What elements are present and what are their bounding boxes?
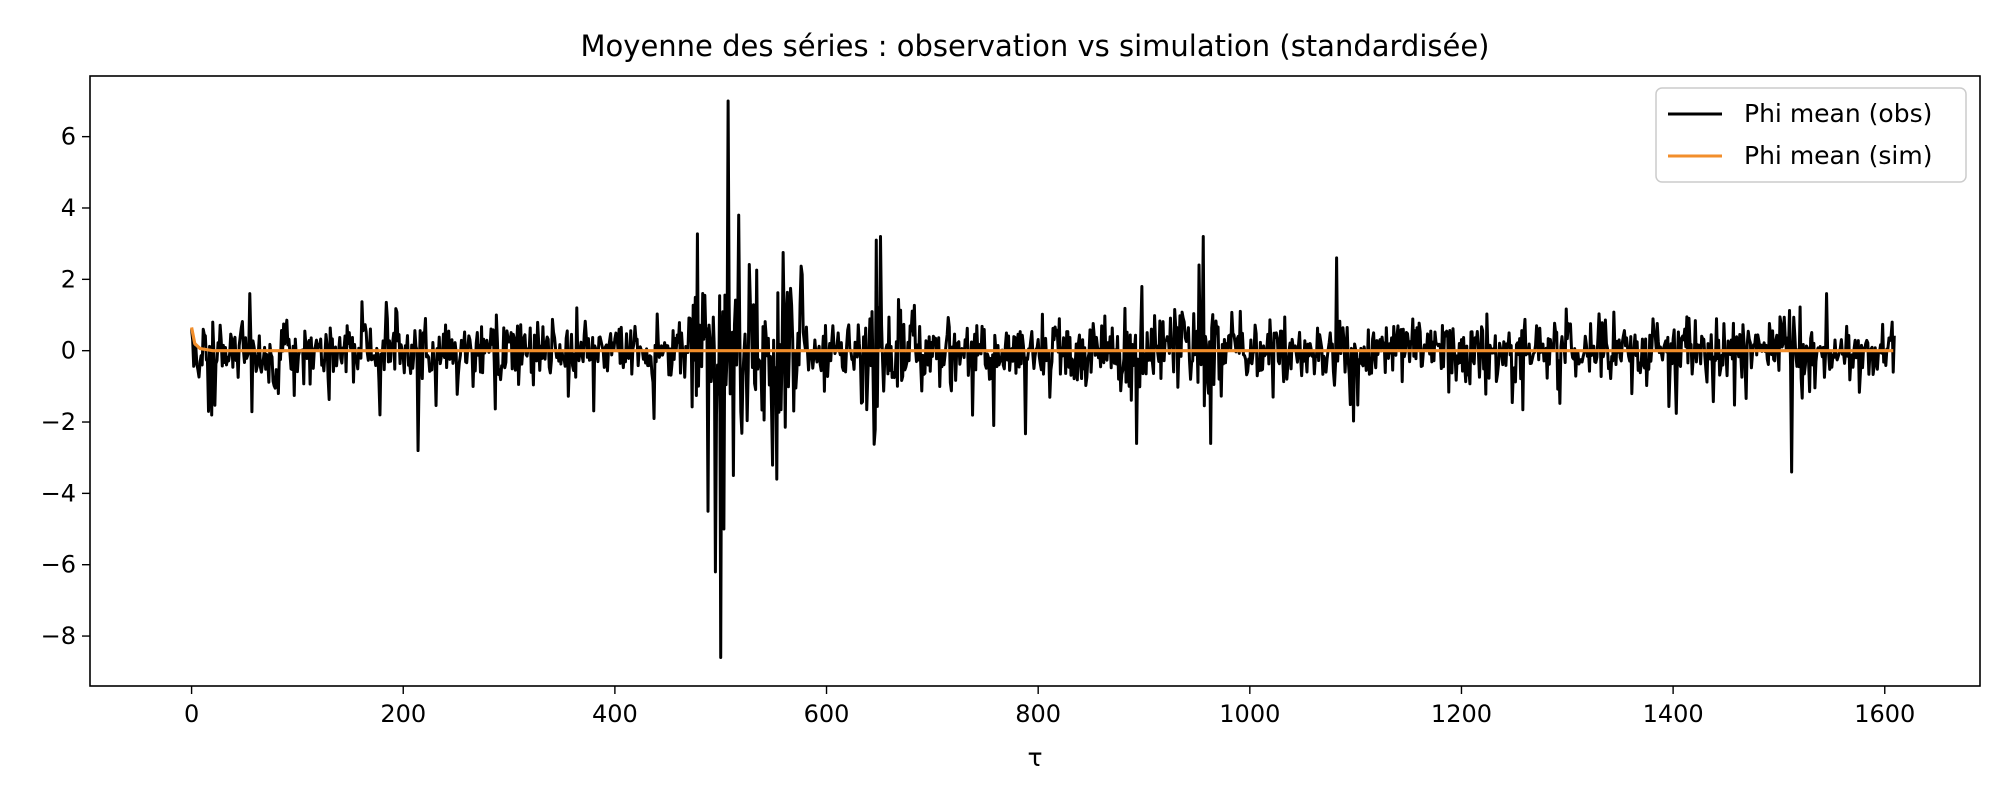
y-tick-label: 6 xyxy=(61,123,76,151)
series-layer xyxy=(190,99,1896,659)
chart-title: Moyenne des séries : observation vs simu… xyxy=(581,29,1490,63)
plot-frame xyxy=(89,75,1981,687)
y-tick-label: −4 xyxy=(41,479,76,507)
x-tick-label: 1400 xyxy=(1643,700,1704,728)
legend-box xyxy=(1655,87,1967,183)
x-axis-label: τ xyxy=(1027,743,1042,772)
y-axis: −8 −6 −4 −2 0 2 4 6 xyxy=(41,123,90,650)
x-tick-label: 0 xyxy=(184,700,199,728)
x-tick-label: 200 xyxy=(380,700,426,728)
y-tick-label: −8 xyxy=(41,622,76,650)
y-tick-label: 0 xyxy=(61,337,76,365)
y-tick-label: 2 xyxy=(61,265,76,293)
x-tick-label: 800 xyxy=(1015,700,1061,728)
legend: Phi mean (obs) Phi mean (sim) xyxy=(1655,87,1967,183)
y-tick-label: 4 xyxy=(61,194,76,222)
x-tick-label: 600 xyxy=(804,700,850,728)
x-tick-label: 1200 xyxy=(1431,700,1492,728)
legend-label-sim: Phi mean (sim) xyxy=(1744,141,1933,170)
x-tick-label: 400 xyxy=(592,700,638,728)
series-line-obs xyxy=(190,99,1896,659)
series-line-sim xyxy=(190,327,1894,353)
x-axis: 0 200 400 600 800 1000 1200 1400 1600 xyxy=(184,686,1915,728)
x-tick-label: 1000 xyxy=(1219,700,1280,728)
legend-label-obs: Phi mean (obs) xyxy=(1744,99,1932,128)
y-tick-label: −6 xyxy=(41,551,76,579)
y-tick-label: −2 xyxy=(41,408,76,436)
x-tick-label: 1600 xyxy=(1854,700,1915,728)
